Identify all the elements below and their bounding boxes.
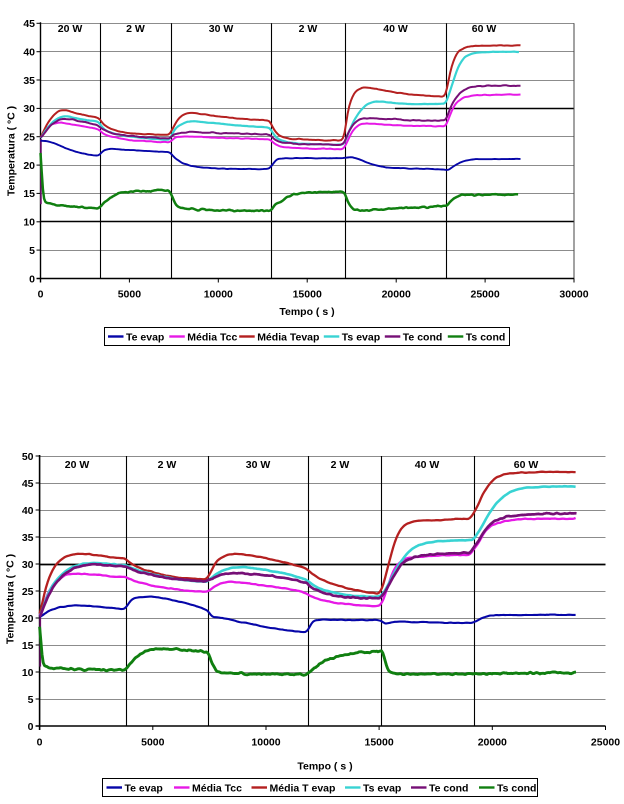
svg-text:15000: 15000 — [364, 737, 393, 749]
svg-text:20000: 20000 — [478, 737, 507, 749]
svg-text:15: 15 — [22, 640, 34, 652]
svg-text:2 W: 2 W — [331, 459, 350, 471]
svg-text:Temperatura ( °C ): Temperatura ( °C ) — [5, 554, 17, 644]
svg-text:Média Tcc: Média Tcc — [187, 332, 237, 344]
svg-text:20: 20 — [23, 160, 35, 172]
svg-text:Tempo ( s ): Tempo ( s ) — [297, 761, 352, 773]
svg-text:30 W: 30 W — [209, 23, 234, 35]
svg-text:30: 30 — [22, 559, 34, 571]
svg-text:0: 0 — [37, 737, 43, 749]
svg-text:20000: 20000 — [382, 289, 411, 301]
svg-text:Média T evap: Média T evap — [270, 783, 336, 795]
svg-text:45: 45 — [22, 478, 34, 490]
svg-text:2 W: 2 W — [299, 23, 318, 35]
svg-text:20 W: 20 W — [65, 459, 90, 471]
svg-text:35: 35 — [23, 75, 35, 87]
svg-text:25: 25 — [22, 586, 34, 598]
svg-text:20: 20 — [22, 613, 34, 625]
svg-text:45: 45 — [23, 18, 35, 30]
svg-text:Ts evap: Ts evap — [342, 332, 380, 344]
svg-text:5000: 5000 — [141, 737, 165, 749]
svg-text:10: 10 — [23, 217, 35, 229]
svg-text:60 W: 60 W — [514, 459, 539, 471]
svg-text:5: 5 — [28, 694, 34, 706]
svg-text:30000: 30000 — [559, 289, 588, 301]
svg-text:50: 50 — [22, 451, 34, 463]
svg-text:30 W: 30 W — [246, 459, 271, 471]
svg-text:Média Tevap: Média Tevap — [257, 332, 319, 344]
svg-text:0: 0 — [38, 289, 44, 301]
svg-text:Te evap: Te evap — [125, 783, 163, 795]
svg-text:5: 5 — [29, 245, 35, 257]
svg-text:Te cond: Te cond — [429, 783, 468, 795]
svg-text:15000: 15000 — [293, 289, 322, 301]
svg-text:Te cond: Te cond — [403, 332, 442, 344]
svg-text:25: 25 — [23, 132, 35, 144]
svg-text:40: 40 — [23, 47, 35, 59]
svg-text:60 W: 60 W — [472, 23, 497, 35]
svg-text:Te evap: Te evap — [126, 332, 164, 344]
svg-text:Ts evap: Ts evap — [363, 783, 401, 795]
svg-text:35: 35 — [22, 532, 34, 544]
svg-text:0: 0 — [29, 273, 35, 285]
svg-text:2 W: 2 W — [158, 459, 177, 471]
svg-text:Tempo ( s ): Tempo ( s ) — [279, 306, 334, 318]
svg-text:40 W: 40 W — [383, 23, 408, 35]
svg-text:40: 40 — [22, 505, 34, 517]
svg-text:20 W: 20 W — [58, 23, 83, 35]
svg-text:10000: 10000 — [204, 289, 233, 301]
svg-text:25000: 25000 — [470, 289, 499, 301]
svg-text:Ts cond: Ts cond — [466, 332, 505, 344]
svg-text:Ts cond: Ts cond — [497, 783, 536, 795]
svg-text:15: 15 — [23, 188, 35, 200]
svg-text:0: 0 — [28, 721, 34, 733]
svg-text:5000: 5000 — [118, 289, 142, 301]
svg-text:30: 30 — [23, 103, 35, 115]
svg-text:Média Tcc: Média Tcc — [192, 783, 242, 795]
svg-text:40 W: 40 W — [415, 459, 440, 471]
svg-text:25000: 25000 — [591, 737, 620, 749]
svg-text:2 W: 2 W — [126, 23, 145, 35]
svg-text:10000: 10000 — [251, 737, 280, 749]
svg-text:Temperatura ( °C ): Temperatura ( °C ) — [6, 106, 18, 196]
svg-text:10: 10 — [22, 667, 34, 679]
